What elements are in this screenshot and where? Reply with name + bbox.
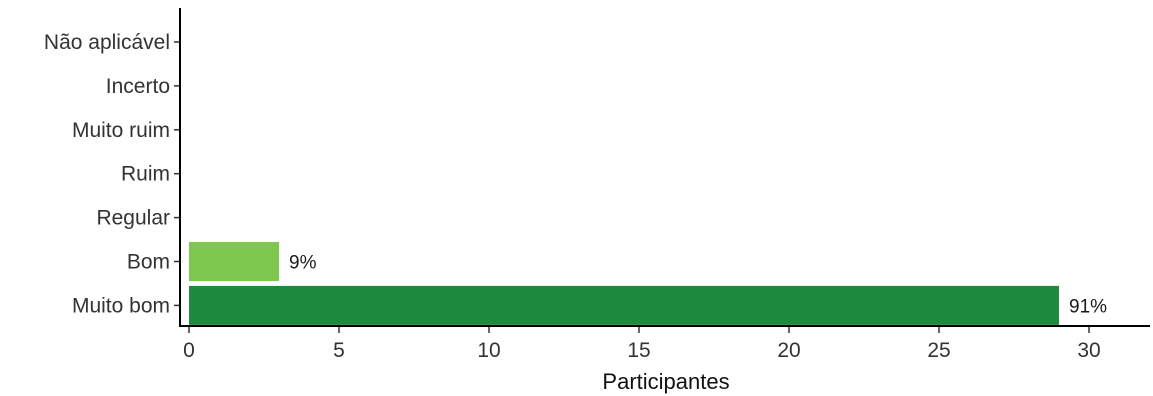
y-label-bom: Bom [127, 251, 170, 274]
y-label-regular: Regular [96, 207, 170, 230]
x-tick-label-0: 0 [183, 339, 195, 362]
x-tick-label-5: 5 [333, 339, 345, 362]
y-label-ruim: Ruim [121, 163, 170, 186]
y-label-muito-bom: Muito bom [72, 294, 170, 317]
y-axis-labels: Não aplicável Incerto Muito ruim Ruim Regula… [44, 31, 180, 317]
x-tick-label-10: 10 [477, 339, 500, 362]
bar-bom [189, 242, 279, 281]
data-label-bom: 9% [289, 253, 317, 274]
bars-group: 9% 91% [189, 242, 1107, 325]
x-tick-label-20: 20 [777, 339, 800, 362]
y-label-muito-ruim: Muito ruim [72, 119, 170, 142]
x-axis-title: Participantes [602, 369, 729, 394]
x-axis-ticks: 0 5 10 15 20 25 30 [183, 326, 1101, 362]
bar-muito-bom [189, 285, 1059, 325]
x-tick-label-15: 15 [627, 339, 650, 362]
x-tick-label-30: 30 [1077, 339, 1100, 362]
y-label-nao-aplicavel: Não aplicável [44, 31, 170, 54]
y-label-incerto: Incerto [106, 75, 170, 98]
x-tick-label-25: 25 [927, 339, 950, 362]
data-label-muito-bom: 91% [1069, 296, 1107, 317]
